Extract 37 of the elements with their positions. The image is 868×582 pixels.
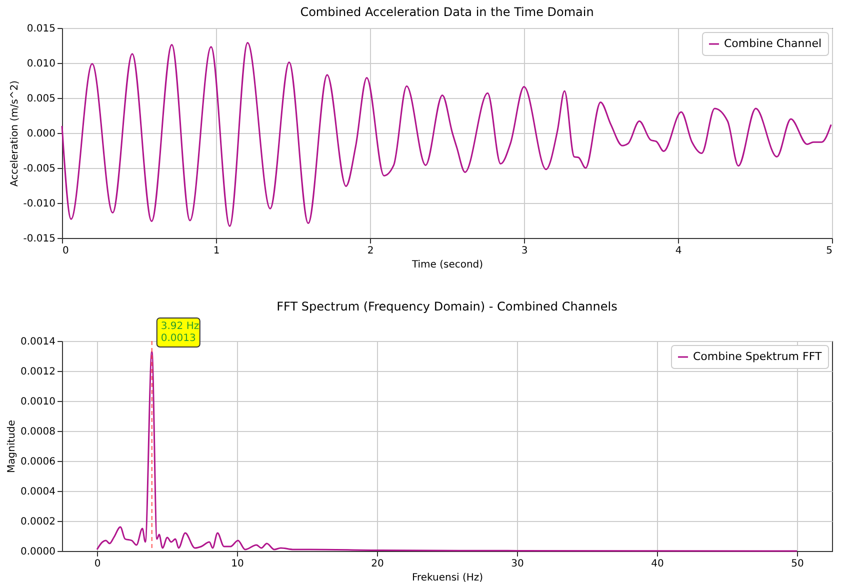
- y-tick-label: 0.010: [26, 58, 56, 70]
- y-tick-label: 0.0000: [20, 546, 56, 558]
- x-tick-label: 2: [367, 246, 374, 256]
- y-axis-title: Magnitude: [6, 420, 18, 473]
- y-tick-label: 0.0008: [20, 426, 56, 438]
- y-tick-label: 0.0006: [20, 456, 56, 468]
- y-tick-label: 0.0004: [20, 486, 56, 498]
- y-tick-label: -0.010: [23, 198, 56, 210]
- y-tick-label: 0.0012: [20, 366, 56, 378]
- line-series: [96, 350, 798, 552]
- x-axis-title: Time (second): [410, 260, 484, 270]
- x-tick-label: 3: [521, 246, 528, 256]
- y-tick-label: 0.000: [26, 128, 56, 140]
- annotation: 3.92 Hz 0.0013: [160, 321, 200, 344]
- x-tick-label: 10: [231, 558, 244, 570]
- x-tick-label: 1: [213, 246, 220, 256]
- x-tick-label: 5: [826, 246, 832, 256]
- chart-title: FFT Spectrum (Frequency Domain) - Combined Channels: [276, 300, 618, 314]
- x-tick-label: 0: [62, 246, 69, 256]
- y-tick-label: 0.0010: [20, 396, 56, 408]
- y-tick-label: 0.0002: [20, 516, 56, 528]
- x-tick-label: 30: [511, 558, 524, 570]
- y-tick-label: 0.015: [26, 24, 56, 34]
- y-tick-label: 0.005: [26, 94, 56, 104]
- legend-label: Combine Channel: [724, 37, 822, 50]
- chart-title: Combined Acceleration Data in the Time Domain: [300, 5, 594, 19]
- x-tick-label: 20: [371, 558, 384, 570]
- x-axis-title: Frekuensi (Hz): [412, 572, 484, 582]
- y-tick-label: -0.005: [23, 164, 56, 174]
- x-tick-label: 4: [675, 246, 682, 256]
- x-tick-label: 0: [94, 558, 101, 570]
- y-tick-label: 0.0014: [20, 336, 56, 348]
- legend-label: Combine Spektrum FFT: [693, 350, 822, 363]
- y-tick-label: -0.015: [23, 234, 56, 244]
- x-tick-label: 50: [791, 558, 804, 570]
- x-tick-label: 40: [651, 558, 664, 570]
- y-axis-title: Acceleration (m/s^2): [9, 80, 20, 187]
